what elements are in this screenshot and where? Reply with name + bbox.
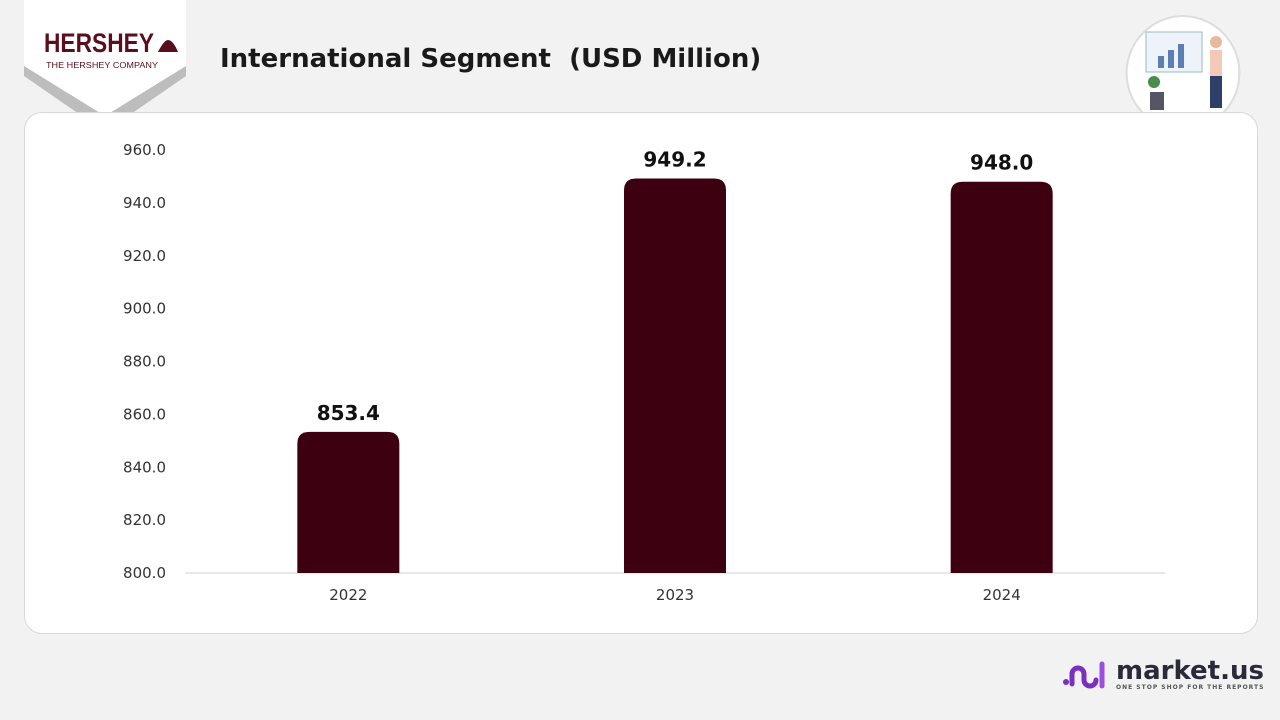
y-tick-label: 800.0 (123, 564, 166, 582)
y-tick-label: 940.0 (123, 194, 166, 212)
y-tick-label: 900.0 (123, 300, 166, 318)
y-tick-label: 840.0 (123, 458, 166, 476)
hershey-logo: HERSHEY THE HERSHEY COMPANY (24, 0, 186, 132)
svg-text:THE HERSHEY COMPANY: THE HERSHEY COMPANY (46, 61, 159, 70)
y-tick-label: 960.0 (123, 141, 166, 159)
y-tick-label: 880.0 (123, 353, 166, 371)
data-label: 949.2 (643, 148, 706, 172)
chart-title: International Segment (USD Million) (220, 44, 762, 74)
data-label: 853.4 (317, 401, 380, 425)
marketus-name: market.us (1116, 655, 1264, 686)
data-label: 948.0 (970, 151, 1033, 175)
x-tick-label: 2022 (329, 586, 367, 604)
y-tick-label: 920.0 (123, 247, 166, 265)
bar-2023 (624, 178, 726, 574)
x-tick-label: 2023 (656, 586, 694, 604)
svg-text:HERSHEY: HERSHEY (44, 28, 154, 58)
marketus-logo: market.us ONE STOP SHOP FOR THE REPORTS (1062, 656, 1264, 692)
marketus-icon (1063, 661, 1105, 689)
bar-2022 (297, 431, 400, 573)
marketus-tagline: ONE STOP SHOP FOR THE REPORTS (1116, 683, 1265, 691)
bar-2024 (950, 181, 1053, 573)
x-tick-label: 2024 (983, 586, 1021, 604)
y-tick-label: 860.0 (123, 405, 166, 423)
y-tick-label: 820.0 (123, 511, 166, 529)
